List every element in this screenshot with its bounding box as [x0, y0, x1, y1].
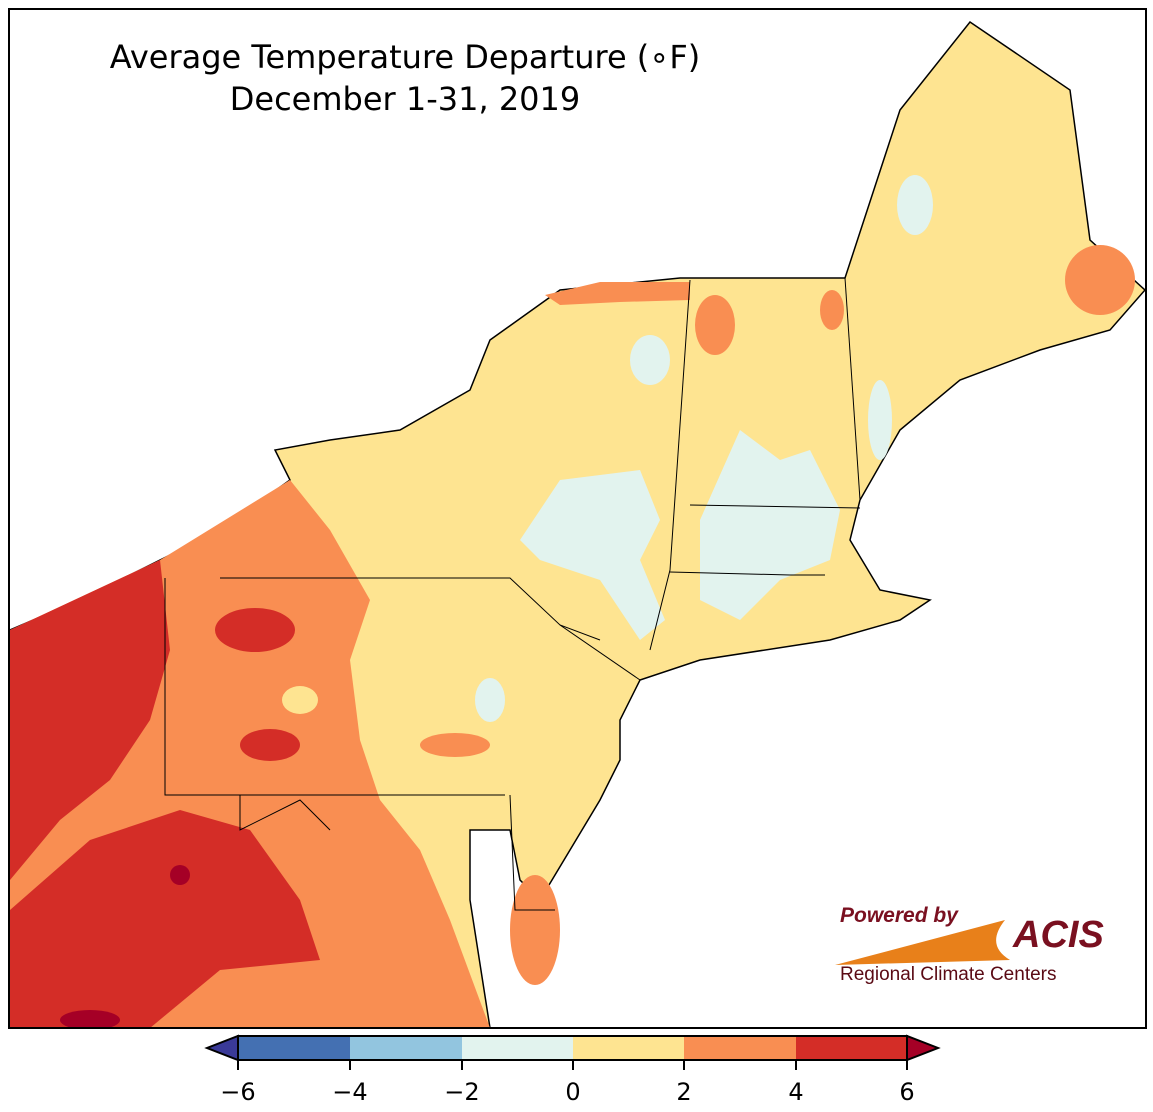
region-6-plus-2 [60, 1010, 120, 1028]
colorbar-tick-label: −2 [444, 1078, 480, 1106]
map-title: Average Temperature Departure (∘F) [109, 38, 701, 76]
logo-powered-by: Powered by [840, 904, 958, 927]
colorbar-tick-label: 2 [676, 1078, 692, 1106]
map-subtitle: December 1-31, 2019 [229, 80, 581, 118]
acis-swoosh-logo [835, 920, 1010, 965]
region-cool-coast [868, 380, 892, 460]
logo-rcc: Regional Climate Centers [840, 964, 1057, 985]
region-2-4-de [510, 875, 560, 985]
region-2-4-vt [695, 295, 735, 355]
colorbar-tick-label: 0 [565, 1078, 581, 1106]
region-4-6 [10, 560, 170, 880]
region-cool-ny [520, 470, 665, 640]
region-warm-pocket [282, 686, 318, 714]
region-cool-me [897, 175, 933, 235]
region-2-4-north [545, 282, 690, 305]
region-4-6-pa [215, 608, 295, 652]
state-borders [164, 277, 861, 911]
region-cool-pa [475, 678, 505, 722]
colorbar-bin [573, 1036, 684, 1060]
colorbar [204, 1034, 941, 1070]
colorbar-under-arrow [204, 1034, 239, 1062]
colorbar-tick-label: −6 [220, 1078, 256, 1106]
region-4-6-south [10, 810, 320, 1028]
region-2-4-pa [420, 733, 490, 757]
acis-logo: Powered by ACIS Regional Climate Centers [830, 900, 1120, 990]
logo-acis: ACIS [1013, 914, 1104, 956]
colorbar-tick-label: 6 [899, 1078, 915, 1106]
region-2-4-nh [820, 290, 844, 330]
colorbar-tick-label: 4 [788, 1078, 804, 1106]
colorbar-over-arrow [906, 1034, 941, 1062]
colorbar-bin [462, 1036, 573, 1060]
colorbar-bin [796, 1036, 907, 1060]
region-4-6-pa2 [240, 729, 300, 761]
colorbar-tick-label: −4 [332, 1078, 368, 1106]
colorbar-ticks [237, 1060, 908, 1070]
region-2-4-maine [1065, 245, 1135, 315]
colorbar-bin [350, 1036, 462, 1060]
region-6-plus [170, 865, 190, 885]
region-cool-adk [630, 335, 670, 385]
region-cool-ne [700, 430, 840, 620]
map-frame [8, 8, 1147, 1029]
colorbar-bin [684, 1036, 796, 1060]
colorbar-bin [238, 1036, 350, 1060]
